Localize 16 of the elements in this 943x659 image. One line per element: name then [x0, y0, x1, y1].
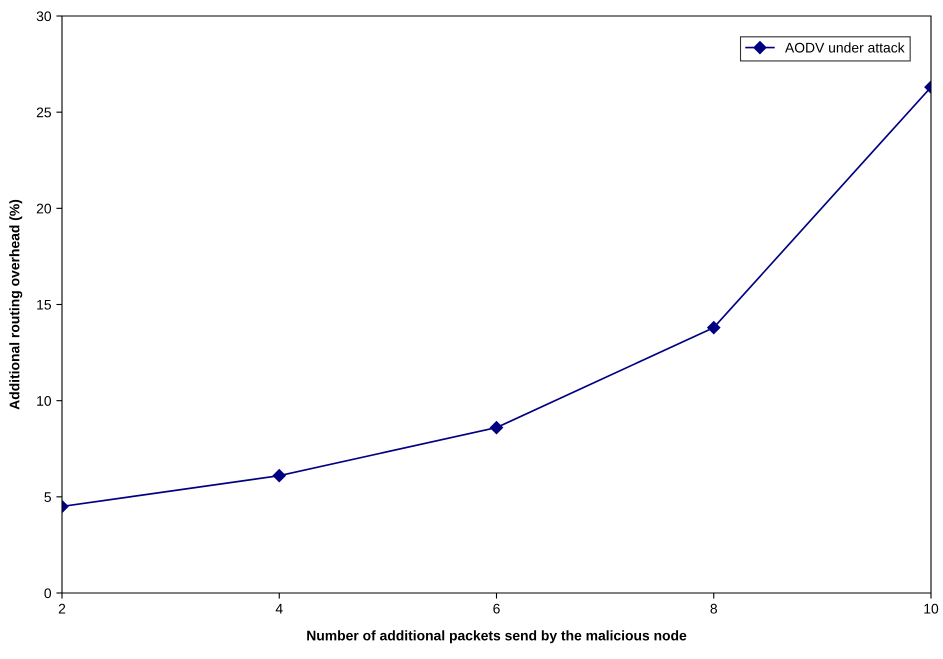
y-tick-label: 15	[37, 300, 52, 310]
y-axis-title: Additional routing overhead (%)	[9, 200, 22, 410]
x-tick-label: 6	[493, 604, 500, 614]
y-tick-label: 10	[37, 396, 52, 406]
x-axis-title: Number of additional packets send by the malicious node	[307, 630, 686, 644]
y-tick-label: 0	[44, 588, 52, 598]
y-tick-label: 20	[36, 204, 52, 214]
y-tick-label: 5	[44, 492, 51, 502]
legend-label: AODV under attack	[784, 42, 905, 53]
x-tick-label: 2	[58, 604, 66, 614]
x-tick-label: 8	[710, 604, 718, 614]
x-tick-label: 10	[924, 604, 938, 614]
y-tick-label: 25	[36, 108, 52, 118]
y-tick-label: 30	[36, 11, 52, 22]
point	[490, 421, 504, 434]
x-tick-label: 4	[276, 604, 283, 614]
